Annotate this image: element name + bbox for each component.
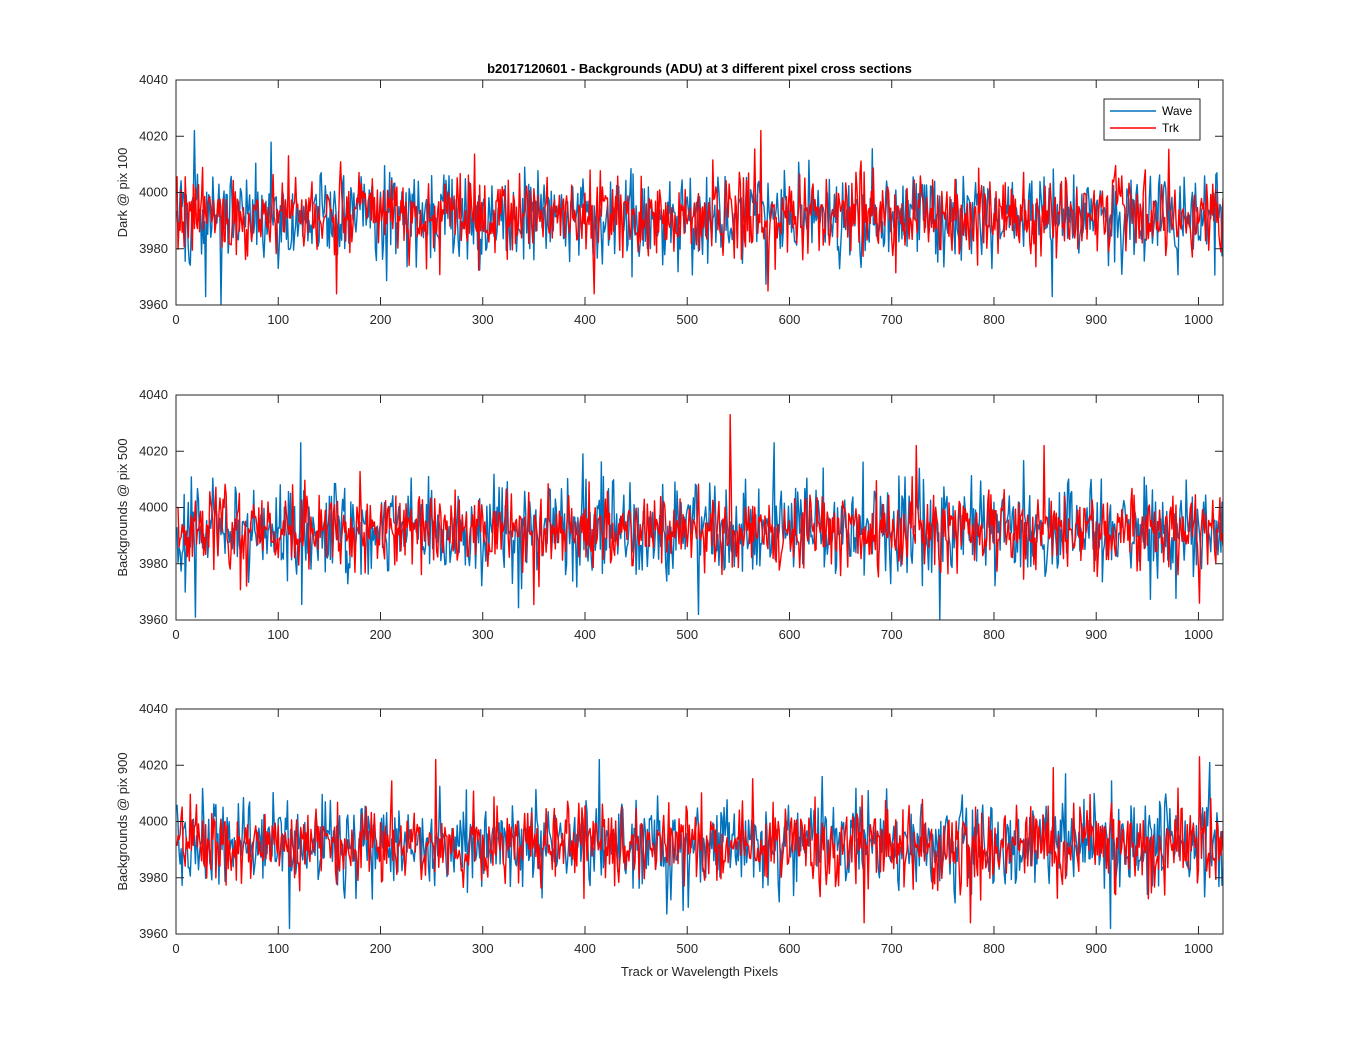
x-tick-label: 400 (574, 627, 596, 642)
x-tick-label: 1000 (1184, 941, 1213, 956)
x-tick-label: 300 (472, 312, 494, 327)
x-tick-label: 500 (676, 627, 698, 642)
y-tick-label: 4000 (139, 500, 168, 515)
plots-container: 0 100 200 300 400 500 600 700 800 900 100039603980… (115, 61, 1224, 979)
y-tick-label: 3960 (139, 926, 168, 941)
y-tick-label: 4020 (139, 128, 168, 143)
y-tick-label: 4020 (139, 443, 168, 458)
x-tick-label: 0 (172, 627, 179, 642)
x-tick-label: 200 (370, 312, 392, 327)
x-tick-label: 200 (370, 627, 392, 642)
x-tick-label: 200 (370, 941, 392, 956)
subplot-1: 0 100 200 300 400 500 600 700 800 900 1000 3960 3980… (115, 61, 1224, 327)
x-tick-label: 0 (172, 941, 179, 956)
x-tick-label: 600 (779, 627, 801, 642)
x-tick-label: 800 (983, 941, 1005, 956)
series-line-wave (176, 129, 1223, 305)
x-tick-label: 100 (267, 941, 289, 956)
legend-label-trk: Trk (1162, 121, 1180, 135)
x-tick-label: 300 (472, 627, 494, 642)
x-tick-label: 100 (267, 312, 289, 327)
x-tick-label: 0 (172, 312, 179, 327)
y-tick-label: 4040 (139, 701, 168, 716)
series-line-trk (176, 129, 1223, 295)
y-tick-label: 4020 (139, 757, 168, 772)
y-tick-label: 4040 (139, 72, 168, 87)
y-tick-label: 3980 (139, 241, 168, 256)
series-line-trk (176, 756, 1223, 924)
legend-box (1103, 98, 1201, 141)
x-tick-label: 500 (676, 312, 698, 327)
x-tick-label: 400 (574, 312, 596, 327)
y-tick-label: 3980 (139, 870, 168, 885)
x-tick-label: 700 (881, 941, 903, 956)
subplot-2: 0 100 200 300 400 500 600 700 800 900 1000 3960 3980… (115, 387, 1224, 642)
x-tick-label: 800 (983, 627, 1005, 642)
x-tick-label: 700 (881, 312, 903, 327)
x-tick-label: 1000 (1184, 627, 1213, 642)
x-tick-label: 800 (983, 312, 1005, 327)
y-tick-label: 3960 (139, 612, 168, 627)
x-tick-label: 600 (779, 312, 801, 327)
x-tick-label: 600 (779, 941, 801, 956)
x-tick-label: 300 (472, 941, 494, 956)
x-tick-label: 900 (1085, 312, 1107, 327)
x-tick-label: 100 (267, 627, 289, 642)
y-axis-label: Backgrounds @ pix 900 (115, 752, 130, 890)
y-axis-label: Dark @ pix 100 (115, 148, 130, 238)
x-tick-label: 500 (676, 941, 698, 956)
x-axis-label: Track or Wavelength Pixels (621, 964, 779, 979)
x-tick-label: 900 (1085, 627, 1107, 642)
series-line-trk (176, 413, 1223, 606)
x-tick-label: 1000 (1184, 312, 1213, 327)
x-tick-label: 900 (1085, 941, 1107, 956)
y-tick-label: 3980 (139, 556, 168, 571)
x-tick-label: 700 (881, 627, 903, 642)
legend: Wave Trk (1103, 98, 1201, 141)
y-tick-label: 4000 (139, 185, 168, 200)
chart-title: b2017120601 - Backgrounds (ADU) at 3 dif… (487, 61, 912, 76)
y-tick-label: 3960 (139, 297, 168, 312)
y-tick-label: 4000 (139, 814, 168, 829)
x-tick-label: 400 (574, 941, 596, 956)
legend-label-wave: Wave (1162, 104, 1193, 118)
subplot-3: 0 100 200 300 400 500 600 700 800 900 1000 3960 3980… (115, 701, 1224, 979)
y-tick-label: 4040 (139, 387, 168, 402)
y-axis-label: Backgrounds @ pix 500 (115, 438, 130, 576)
